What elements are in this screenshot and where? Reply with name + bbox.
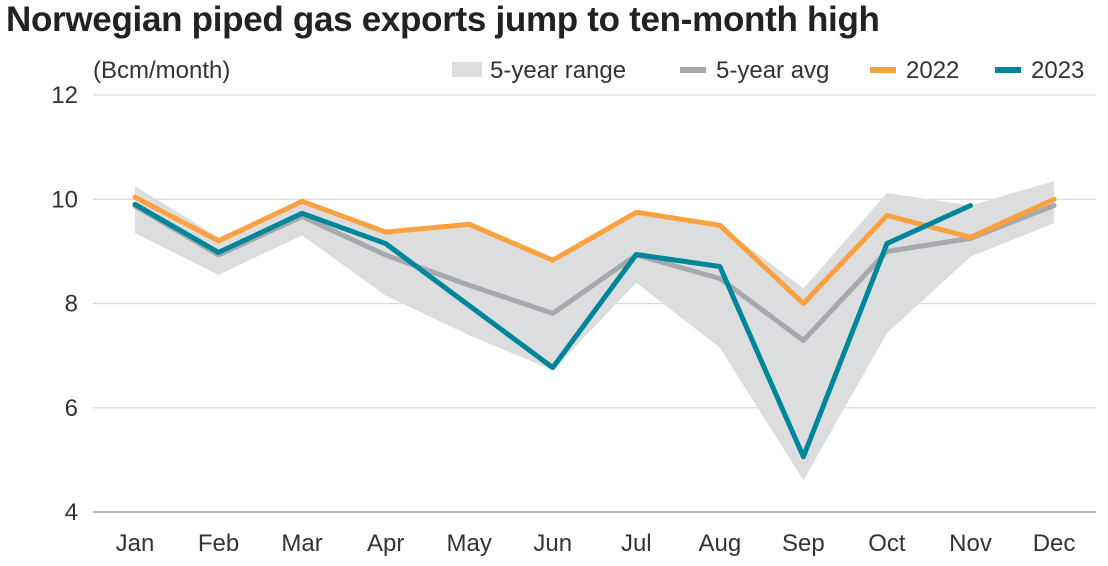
legend-swatch [452, 62, 482, 77]
series-line-2022 [132, 194, 1057, 306]
legend-label: 5-year avg [716, 57, 829, 84]
y-tick-label: 10 [51, 186, 78, 213]
x-tick-label: Jun [533, 530, 572, 557]
y-tick-label: 6 [65, 395, 78, 422]
x-tick-label: May [447, 530, 492, 557]
x-tick-label: Jan [116, 530, 155, 557]
legend-label: 2023 [1031, 57, 1084, 84]
x-tick-label: Jul [621, 530, 652, 557]
y-tick-label: 12 [51, 82, 78, 109]
y-tick-label: 4 [65, 499, 78, 526]
legend-label: 5-year range [490, 57, 626, 84]
x-tick-label: Feb [198, 530, 239, 557]
x-tick-label: Aug [698, 530, 741, 557]
x-tick-label: Nov [949, 530, 992, 557]
y-tick-label: 8 [65, 291, 78, 318]
x-tick-label: Dec [1033, 530, 1076, 557]
x-tick-label: Sep [782, 530, 825, 557]
y-axis-label: (Bcm/month) [93, 57, 230, 84]
x-tick-label: Oct [868, 530, 906, 557]
x-tick-label: Mar [281, 530, 322, 557]
x-tick-label: Apr [367, 530, 404, 557]
chart-title: Norwegian piped gas exports jump to ten-… [6, 0, 880, 39]
series-line-5-year-avg [132, 203, 1057, 344]
legend-label: 2022 [906, 57, 959, 84]
